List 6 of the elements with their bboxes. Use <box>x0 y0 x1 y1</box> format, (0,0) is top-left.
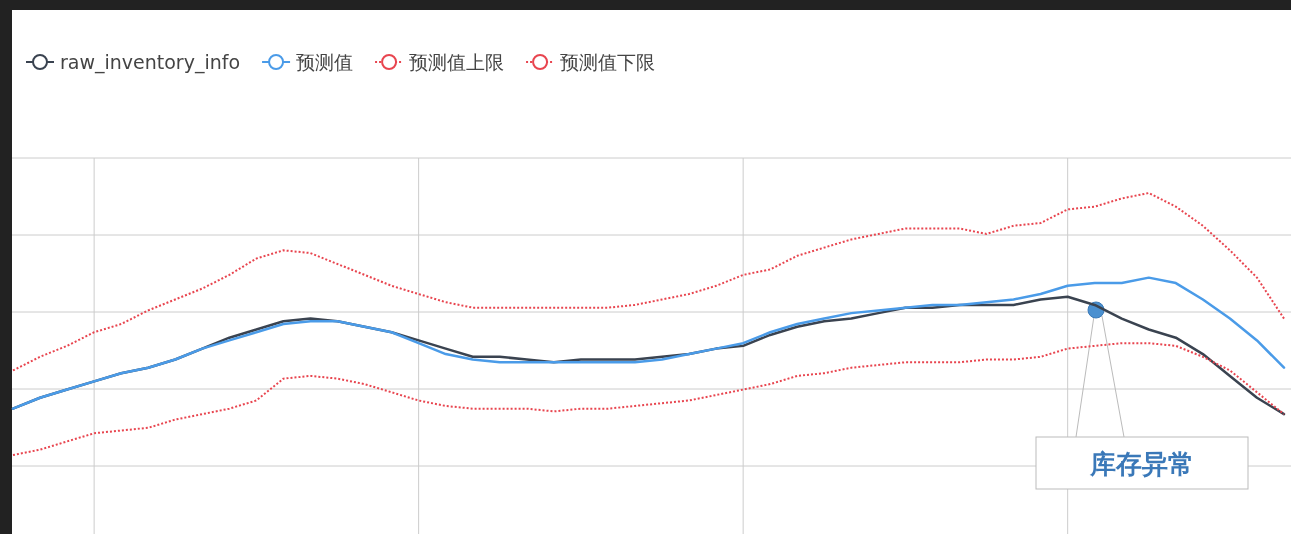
annotation: 库存异常 <box>1089 449 1194 479</box>
legend-label: raw_inventory_info <box>60 51 241 74</box>
annotation: 库存异常 <box>1035 301 1249 490</box>
legend-label: 预测值下限 <box>560 51 656 73</box>
legend-label: 预测值 <box>296 51 354 73</box>
legend-label: 预测值上限 <box>409 51 505 73</box>
